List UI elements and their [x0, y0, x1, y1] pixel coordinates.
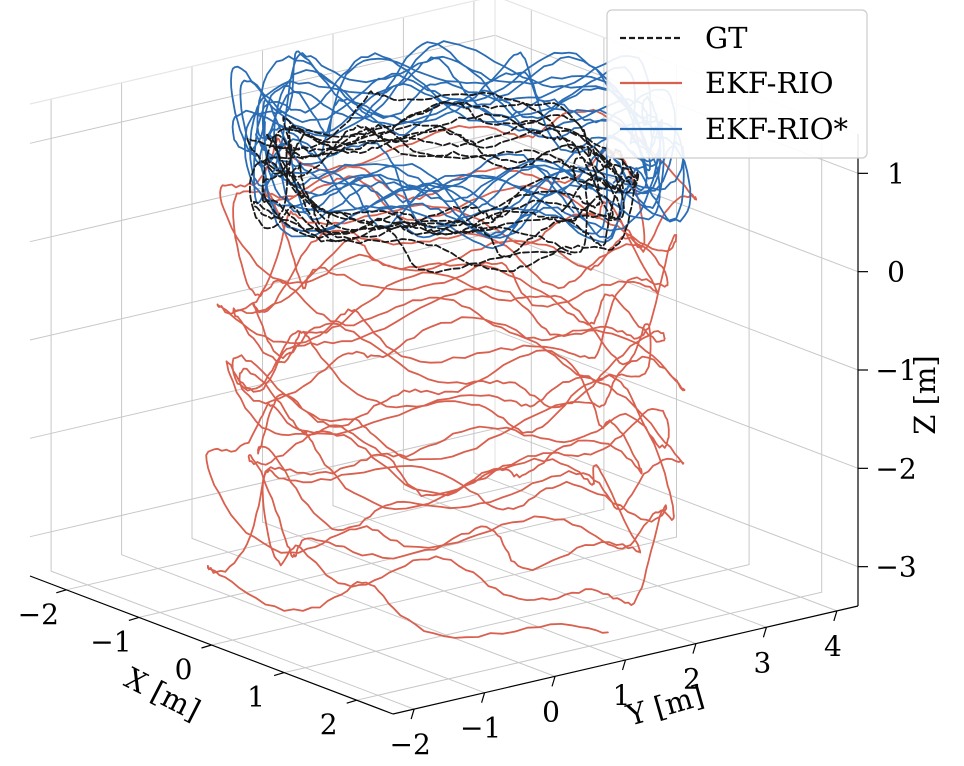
- y-tick-mark-2: [551, 676, 556, 687]
- x-tick-mark-4: [346, 699, 357, 704]
- z-tick-label-0: 1: [887, 157, 905, 190]
- grid-y-1: [121, 82, 485, 694]
- x-tick-label-1: −1: [90, 625, 131, 658]
- legend-label-gt: GT: [705, 21, 748, 55]
- series-ekf-rio-star: [230, 40, 692, 250]
- x-axis-label: X [m]: [119, 661, 206, 728]
- z-tick-label-1: 0: [887, 256, 905, 289]
- y-tick-label-0: −2: [389, 728, 430, 761]
- y-tick-mark-1: [481, 692, 486, 703]
- y-tick-mark-6: [833, 610, 838, 622]
- grid-y-2: [191, 66, 556, 677]
- x-tick-mark-2: [201, 644, 212, 649]
- grid-y-4: [332, 33, 697, 645]
- x-tick-label-3: 1: [247, 681, 265, 714]
- z-tick-label-4: −3: [875, 551, 916, 584]
- z-axis-label: Z [m]: [908, 355, 942, 435]
- z-tick-label-3: −2: [875, 452, 916, 485]
- y-tick-mark-4: [692, 643, 697, 654]
- grid-y-0: [50, 99, 415, 710]
- x-tick-label-4: 2: [320, 708, 338, 741]
- series-gt: [246, 90, 640, 274]
- x-tick-label-2: 0: [175, 653, 193, 686]
- trajectory-line-2: [230, 40, 692, 250]
- axes-ticks: −2 −1 0 1 2 −2 −1 0 1 2 3 4 1 0 −1 −2 −3: [18, 157, 917, 761]
- x-tick-label-0: −2: [18, 598, 59, 631]
- y-tick-mark-3: [621, 659, 627, 671]
- grid-y-5: [402, 17, 767, 628]
- trajectory-line-0: [246, 90, 640, 274]
- grid-x-3: [283, 92, 750, 674]
- y-axis-label: Y [m]: [622, 678, 708, 733]
- y-tick-label-3: 1: [613, 679, 631, 712]
- grid-y-6: [473, 0, 838, 612]
- legend-label-ekf-rio-star: EKF-RIO*: [705, 112, 849, 146]
- grid-x-1: [138, 37, 605, 618]
- y-tick-label-2: 0: [542, 695, 560, 728]
- legend-label-ekf-rio: EKF-RIO: [705, 66, 834, 100]
- legend-frame: [606, 9, 868, 159]
- legend: GT EKF-RIO EKF-RIO*: [606, 9, 868, 159]
- y-tick-label-1: −1: [460, 712, 501, 745]
- y-tick-mark-5: [762, 627, 767, 638]
- grid-z-2: [29, 231, 859, 371]
- x-tick-mark-1: [128, 616, 140, 621]
- z-tick-label-2: −1: [875, 354, 916, 387]
- y-tick-label-4: 2: [683, 663, 701, 696]
- x-tick-mark-3: [273, 672, 285, 677]
- y-tick-label-6: 4: [824, 630, 842, 663]
- x-tick-mark-0: [56, 589, 67, 594]
- grid-x-4: [356, 120, 823, 701]
- y-tick-mark-0: [410, 708, 415, 720]
- y-tick-label-5: 3: [753, 646, 771, 679]
- grid-x-2: [211, 65, 677, 646]
